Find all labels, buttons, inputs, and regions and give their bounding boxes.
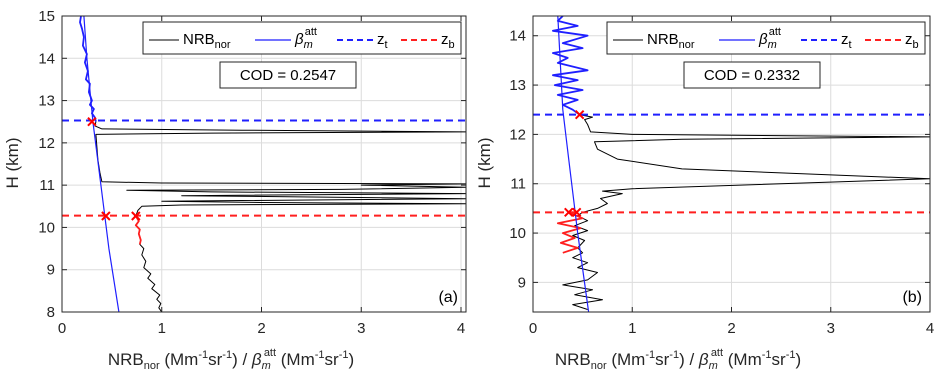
y-tick-label: 13 <box>38 93 55 110</box>
y-tick-label: 10 <box>38 219 55 236</box>
cod-annotation: COD = 0.2332 <box>704 67 800 84</box>
x-marker <box>87 117 97 127</box>
x-tick-label: 0 <box>529 320 537 337</box>
y-tick-label: 9 <box>518 274 526 291</box>
axes-box <box>61 15 467 313</box>
legend-label-beta: βmatt <box>294 26 317 51</box>
y-axis-label-a: H (km) <box>3 138 22 189</box>
y-tick-label: 15 <box>38 8 55 25</box>
panel-label: (b) <box>902 289 922 306</box>
y-tick-label: 14 <box>509 28 526 45</box>
x-marker <box>131 211 141 221</box>
y-tick-label: 12 <box>509 126 526 143</box>
legend-label-beta: βmatt <box>758 26 781 51</box>
y-tick-label: 8 <box>47 304 55 321</box>
y-axis-label-b: H (km) <box>475 138 494 189</box>
legend-label-nrb: NRBnor <box>183 31 231 51</box>
series-line <box>79 16 97 122</box>
legend-label-zb: zb <box>905 31 919 51</box>
x-tick-label: 1 <box>158 320 166 337</box>
legend-label-nrb: NRBnor <box>647 31 695 51</box>
y-tick-label: 14 <box>38 50 55 67</box>
legend-label-zt: zt <box>841 31 852 51</box>
series-line <box>83 16 120 312</box>
plot-content <box>62 16 466 312</box>
y-tick-label: 10 <box>509 225 526 242</box>
cod-box <box>683 61 821 89</box>
series-line <box>557 16 590 312</box>
x-tick-label: 3 <box>827 320 835 337</box>
x-tick-label: 2 <box>727 320 735 337</box>
legend-box <box>142 21 462 55</box>
cod-annotation: COD = 0.2547 <box>240 67 336 84</box>
plot-content <box>533 16 930 312</box>
x-marker <box>571 207 582 218</box>
x-axis-label-b: NRBnor (Mm-1sr-1) / βmatt (Mm-1sr-1) <box>555 347 801 372</box>
plot-area <box>62 16 466 312</box>
x-tick-label: 1 <box>628 320 636 337</box>
x-marker <box>101 211 111 221</box>
x-tick-label: 0 <box>58 320 66 337</box>
y-tick-label: 11 <box>39 177 55 194</box>
legend-label-zt: zt <box>377 31 388 51</box>
x-tick-label: 3 <box>357 320 365 337</box>
panel-label: (a) <box>438 289 458 306</box>
y-tick-label: 9 <box>47 262 55 279</box>
cod-box <box>219 61 357 89</box>
x-marker <box>564 207 574 218</box>
x-tick-label: 2 <box>257 320 265 337</box>
y-tick-label: 11 <box>510 176 526 193</box>
legend-box <box>606 21 926 55</box>
x-tick-label: 4 <box>457 320 465 337</box>
series-line <box>134 215 142 245</box>
x-axis-label-a: NRBnor (Mm-1sr-1) / βmatt (Mm-1sr-1) <box>108 347 354 372</box>
y-tick-label: 13 <box>509 77 526 94</box>
x-marker <box>574 109 585 120</box>
x-tick-label: 4 <box>926 320 934 337</box>
legend-label-zb: zb <box>441 31 455 51</box>
y-tick-label: 12 <box>38 135 55 152</box>
